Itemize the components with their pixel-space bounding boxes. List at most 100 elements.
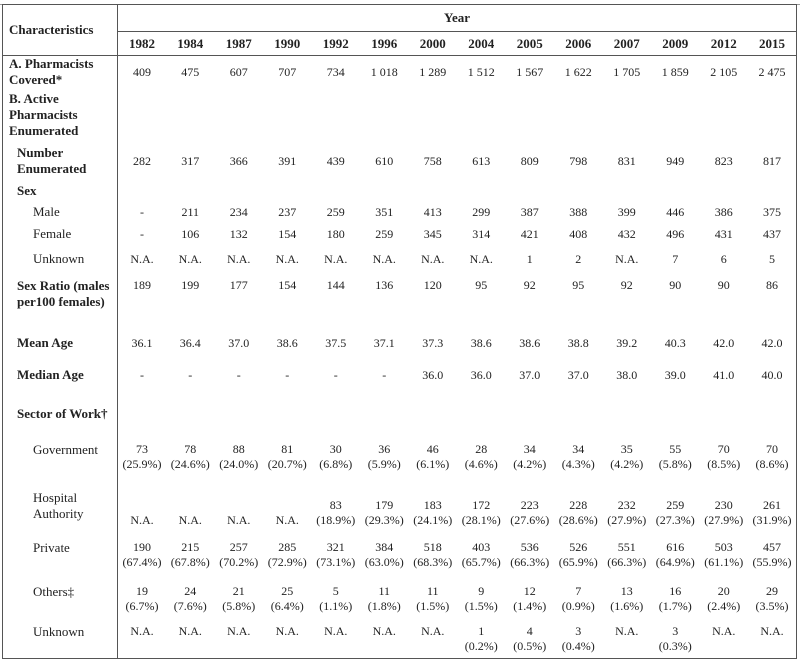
cell-value: 5: [769, 251, 775, 266]
cell-value: 16 (1.7%): [658, 584, 692, 613]
cell-value: [554, 88, 603, 142]
cell-value: 30 (6.8%): [319, 442, 353, 471]
cell-value: 90: [669, 278, 682, 292]
cell-value: 259 (27.3%): [655, 498, 695, 527]
cell-value: N.A.: [130, 624, 154, 638]
year-row: 1982 1984 1987 1990 1992 1996 2000 2004 2005 2006…: [3, 31, 797, 56]
cell-value: 321 (73.1%): [316, 540, 356, 569]
cell-value: 86: [766, 278, 778, 292]
cell-value: -: [382, 367, 387, 382]
cell-value: 41.0: [713, 367, 735, 382]
cell-value: 36 (5.9%): [367, 442, 401, 471]
cell-value: 42.0: [761, 335, 783, 350]
cell-value: 375: [763, 204, 781, 219]
cell-value: N.A.: [760, 624, 784, 638]
cell-value: 37.5: [325, 335, 347, 350]
cell-value: 817: [763, 153, 781, 168]
cell-value: [312, 180, 361, 202]
cell-value: N.A.: [469, 251, 493, 266]
cell-value: N.A.: [421, 251, 445, 266]
year-2015: 2015: [748, 31, 797, 56]
year-1984: 1984: [166, 31, 215, 56]
cell-value: [554, 180, 603, 202]
table-row: Number Enumerated 282 317 366 391 439 610 758 61…: [2, 142, 797, 180]
cell-value: 37.0: [519, 367, 541, 382]
cell-value: 189: [133, 278, 151, 292]
cell-value: [409, 392, 458, 436]
cell-value: 211: [181, 204, 200, 219]
cell-value: 1 859: [661, 64, 689, 79]
cell-value: 384 (63.0%): [364, 540, 404, 569]
pharmacists-table: Characteristics Year 1982 1984 1987 1990 199…: [2, 4, 797, 659]
cell-value: 431: [714, 226, 733, 241]
cell-value: 536 (66.3%): [510, 540, 550, 569]
cell-value: N.A.: [324, 624, 348, 638]
cell-value: 38.6: [276, 335, 298, 350]
cell-value: 232 (27.9%): [607, 498, 647, 527]
cell-value: [312, 88, 361, 142]
cell-value: 475: [181, 64, 200, 79]
cell-value: 39.0: [664, 367, 686, 382]
cell-value: [554, 392, 603, 436]
year-1996: 1996: [360, 31, 409, 56]
cell-value: [651, 392, 700, 436]
cell-value: N.A.: [130, 513, 154, 527]
cell-value: 3 (0.4%): [561, 624, 595, 653]
cell-value: [360, 180, 409, 202]
cell-value: 399: [617, 204, 636, 219]
cell-value: [166, 88, 215, 142]
cell-value: 180: [326, 226, 345, 241]
cell-value: [700, 88, 749, 142]
cell-value: 613: [472, 153, 491, 168]
cell-value: 70 (8.5%): [707, 442, 741, 471]
cell-value: 823: [714, 153, 733, 168]
cell-value: 388: [569, 204, 588, 219]
year-2012: 2012: [699, 31, 748, 56]
cell-value: 299: [472, 204, 491, 219]
cell-value: 526 (65.9%): [558, 540, 598, 569]
cell-value: 345: [423, 226, 442, 241]
cell-value: [360, 392, 409, 436]
cell-value: 1 289: [419, 64, 447, 79]
table-body: A. Pharmacists Covered* 409 475 607 707 734 1 …: [2, 55, 797, 658]
cell-value: 38.8: [567, 335, 589, 350]
cell-value: 351: [375, 204, 394, 219]
cell-value: 503 (61.1%): [704, 540, 744, 569]
table-row: Sex: [2, 180, 797, 202]
cell-value: 234: [229, 204, 248, 219]
row-label: Female: [2, 222, 118, 246]
cell-value: 1 622: [564, 64, 592, 79]
cell-value: [603, 88, 652, 142]
cell-value: 179 (29.3%): [364, 498, 404, 527]
year-2004: 2004: [457, 31, 506, 56]
cell-value: 34 (4.3%): [561, 442, 595, 471]
cell-value: N.A.: [615, 624, 639, 638]
row-label: Private: [2, 534, 118, 578]
table-row: Private 190 (67.4%) 215 (67.8%) 257 (70.2%)…: [2, 534, 797, 578]
cell-value: N.A.: [130, 251, 154, 266]
cell-value: [118, 392, 167, 436]
cell-value: 4 (0.5%): [513, 624, 547, 653]
cell-value: 37.0: [228, 335, 250, 350]
cell-value: 132: [229, 226, 248, 241]
table-row: Female - 106 132 154 180 259 345 314 421 408 432 496…: [2, 222, 797, 246]
cell-value: N.A.: [615, 251, 639, 266]
cell-value: N.A.: [712, 624, 736, 638]
cell-value: 809: [520, 153, 539, 168]
row-label: A. Pharmacists Covered*: [2, 55, 118, 88]
cell-value: -: [333, 367, 338, 382]
cell-value: 92: [620, 278, 633, 292]
cell-value: [748, 88, 797, 142]
cell-value: 106: [181, 226, 200, 241]
cell-value: 78 (24.6%): [170, 442, 210, 471]
cell-value: 432: [617, 226, 636, 241]
year-1990: 1990: [263, 31, 312, 56]
cell-value: [506, 180, 555, 202]
cell-value: [312, 392, 361, 436]
cell-value: 37.3: [422, 335, 444, 350]
row-label: B. Active Pharmacists Enumerated: [2, 88, 118, 142]
cell-value: -: [236, 367, 241, 382]
cell-value: 1 (0.2%): [464, 624, 498, 653]
cell-value: 409: [133, 64, 151, 79]
cell-value: 551 (66.3%): [607, 540, 647, 569]
